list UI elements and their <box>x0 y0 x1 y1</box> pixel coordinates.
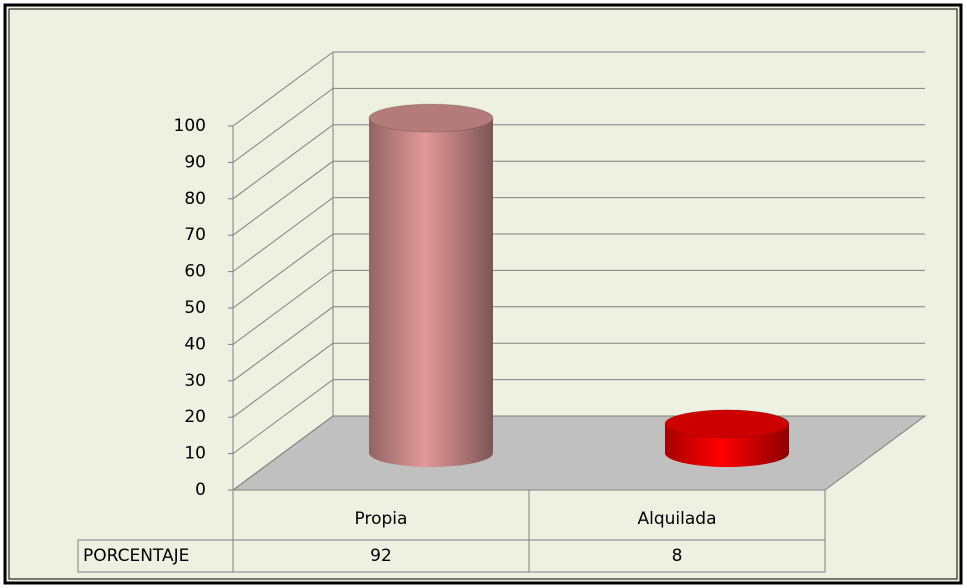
table-value: 8 <box>672 546 683 566</box>
side-grid-line <box>232 197 334 273</box>
table-value: 92 <box>370 546 392 566</box>
y-tick-label: 60 <box>184 262 206 282</box>
table-value-cell <box>528 539 826 573</box>
side-grid-line <box>232 342 334 418</box>
y-tick-label: 40 <box>184 334 206 354</box>
cylinder-shade <box>369 118 493 467</box>
y-tick-label: 90 <box>184 152 206 172</box>
y-tick-label: 70 <box>184 225 206 245</box>
y-tick-label: 80 <box>184 189 206 209</box>
y-tick-label: 50 <box>184 298 206 318</box>
side-grid-line <box>232 415 334 491</box>
cylinder-top <box>664 409 790 439</box>
side-grid-line <box>232 233 334 309</box>
y-tick-label: 10 <box>184 444 206 464</box>
x-tick-label: Alquilada <box>638 509 717 529</box>
y-tick-label: 100 <box>174 116 206 136</box>
y-tick-label: 30 <box>184 371 206 391</box>
chart-frame-inner <box>8 8 958 580</box>
x-tick-label: Propia <box>355 509 408 529</box>
cylinder <box>368 103 494 467</box>
side-grid-line <box>232 306 334 382</box>
side-grid-line <box>232 87 334 163</box>
side-grid-line <box>232 269 334 345</box>
side-grid-line <box>232 51 334 127</box>
series-name: PORCENTAJE <box>83 546 189 566</box>
cylinder-top-shade <box>369 104 493 133</box>
cylinder-top <box>368 103 494 133</box>
side-grid-line <box>232 160 334 236</box>
side-grid-line <box>232 124 334 200</box>
cylinder <box>664 409 790 467</box>
cylinder-top-shade <box>665 409 789 438</box>
floor <box>231 415 927 491</box>
y-tick-label: 0 <box>195 480 206 500</box>
y-tick-label: 20 <box>184 407 206 427</box>
side-grid-line <box>232 379 334 455</box>
